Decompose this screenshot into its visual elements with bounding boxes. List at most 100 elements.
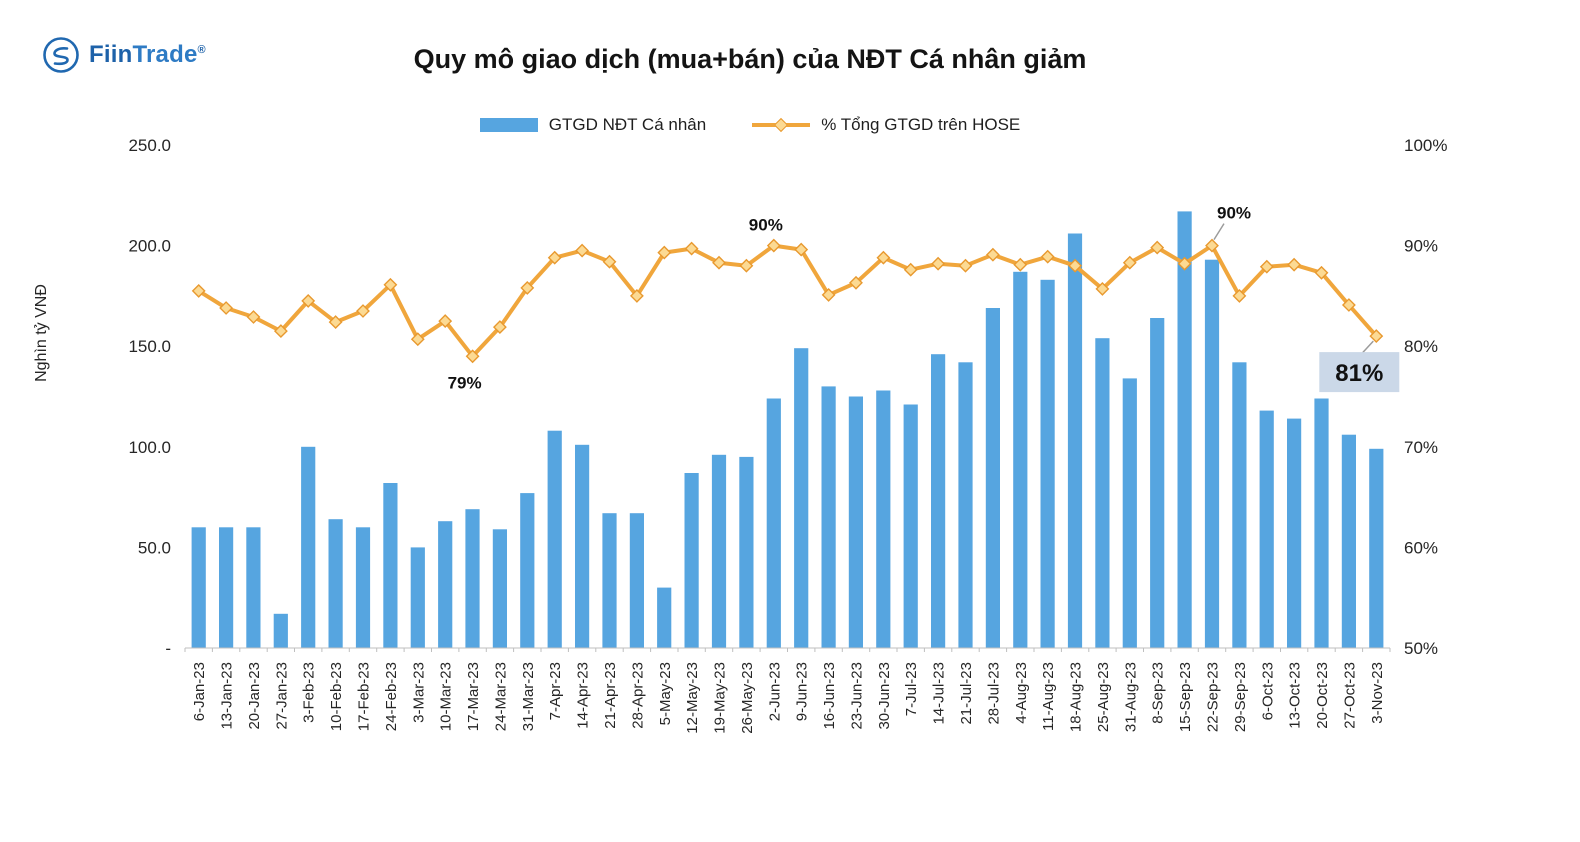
x-axis-label: 18-Aug-23 [1068,662,1085,732]
bar [301,446,316,648]
annotation: 79% [448,373,482,392]
x-axis-label: 9-Jun-23 [794,662,811,721]
bar [1232,362,1247,648]
line-marker [1150,240,1165,255]
annotation: 90% [749,216,783,235]
x-axis-label: 27-Jan-23 [273,662,290,730]
x-axis-label: 7-Apr-23 [547,662,564,720]
x-axis-label: 12-May-23 [684,662,701,734]
right-axis-tick: 70% [1404,438,1438,457]
x-axis-label: 17-Feb-23 [356,662,373,731]
x-axis-label: 3-Feb-23 [301,662,318,723]
bar [1204,259,1220,648]
bar [492,529,507,648]
left-axis-title: Nghìn tỷ VNĐ [33,284,50,382]
line-marker [1287,257,1302,272]
right-axis-tick: 90% [1404,237,1438,256]
annotation: 90% [1217,204,1251,223]
x-axis-label: 20-Oct-23 [1314,662,1331,729]
line-marker [219,301,234,315]
bar [1287,418,1302,648]
line-marker [575,243,590,258]
x-axis-label: 25-Aug-23 [1095,662,1112,732]
line-marker [1369,329,1384,344]
line-marker [766,238,781,253]
x-axis-label: 11-Aug-23 [1040,662,1057,731]
line-marker [629,288,644,303]
line-marker [712,255,726,270]
x-axis-label: 21-Jul-23 [958,662,975,725]
annotation-highlight-box [1319,352,1400,393]
bar [1150,318,1165,648]
line-marker [410,332,425,347]
legend-item-line-series: % Tổng GTGD trên HOSE [752,115,1020,135]
bar [739,456,754,648]
bar-series-swatch [479,118,538,132]
x-axis-label: 16-Jun-23 [821,662,838,730]
line-marker [1232,288,1247,303]
bar [1259,410,1274,648]
x-axis-label: 2-Jun-23 [766,662,783,721]
bar [794,348,809,648]
x-axis-label: 28-Apr-23 [629,662,646,729]
fiintrade-logo: FiinTrade® [42,36,206,74]
left-axis-tick: 50.0 [138,538,171,557]
bar [1040,279,1055,648]
bar [410,547,425,648]
bar [766,398,781,648]
bar [821,386,836,648]
line-marker [849,275,863,290]
bar [273,613,288,648]
bar [191,527,206,648]
left-axis-tick: 100.0 [128,438,171,457]
right-axis-tick: 100% [1404,136,1447,155]
bar [1067,233,1083,648]
line-series-swatch [752,117,811,132]
bar [547,430,562,648]
x-axis-label: 8-Sep-23 [1150,662,1167,724]
annotation-highlighted: 81% [1335,360,1383,387]
bar [876,390,891,648]
x-axis-label: 17-Mar-23 [465,662,482,731]
bar [520,493,535,648]
line-marker [1259,259,1274,274]
bar [958,362,973,648]
line-marker [438,314,453,329]
line-marker [684,241,699,256]
line-marker [492,320,507,335]
bar [1013,271,1028,648]
line-marker [1122,255,1137,270]
x-axis-label: 24-Feb-23 [383,662,400,731]
line-marker [1177,256,1192,271]
bar [602,513,617,648]
line-marker [931,256,946,271]
x-axis-label: 14-Jul-23 [931,662,948,725]
bar [1122,378,1137,648]
bar [1341,434,1356,648]
bar [985,308,1000,648]
line-marker [657,245,672,260]
x-axis-label: 13-Oct-23 [1287,662,1304,729]
x-axis-label: 7-Jul-23 [903,662,920,716]
legend-label-line-series: % Tổng GTGD trên HOSE [821,115,1021,134]
legend-label-bar-series: GTGD NĐT Cá nhân [548,115,707,134]
x-axis-label: 5-May-23 [657,662,674,725]
left-axis-tick: 200.0 [128,237,171,256]
left-axis-tick: - [165,639,171,658]
line-marker [821,287,836,302]
fiintrade-logo-text: FiinTrade® [89,41,206,69]
bar [1095,338,1110,648]
bar [684,473,699,648]
line-marker [1040,249,1055,264]
line-marker [547,250,562,265]
x-axis-label: 15-Sep-23 [1177,662,1194,732]
bar [711,454,727,648]
line-marker [602,254,617,269]
line-marker [985,247,1000,262]
x-axis-label: 3-Nov-23 [1369,662,1386,724]
line-marker [1095,281,1110,296]
line-marker [356,304,370,318]
x-axis-label: 10-Mar-23 [438,662,455,731]
left-axis-tick: 150.0 [128,337,171,356]
line-marker [1205,238,1219,253]
